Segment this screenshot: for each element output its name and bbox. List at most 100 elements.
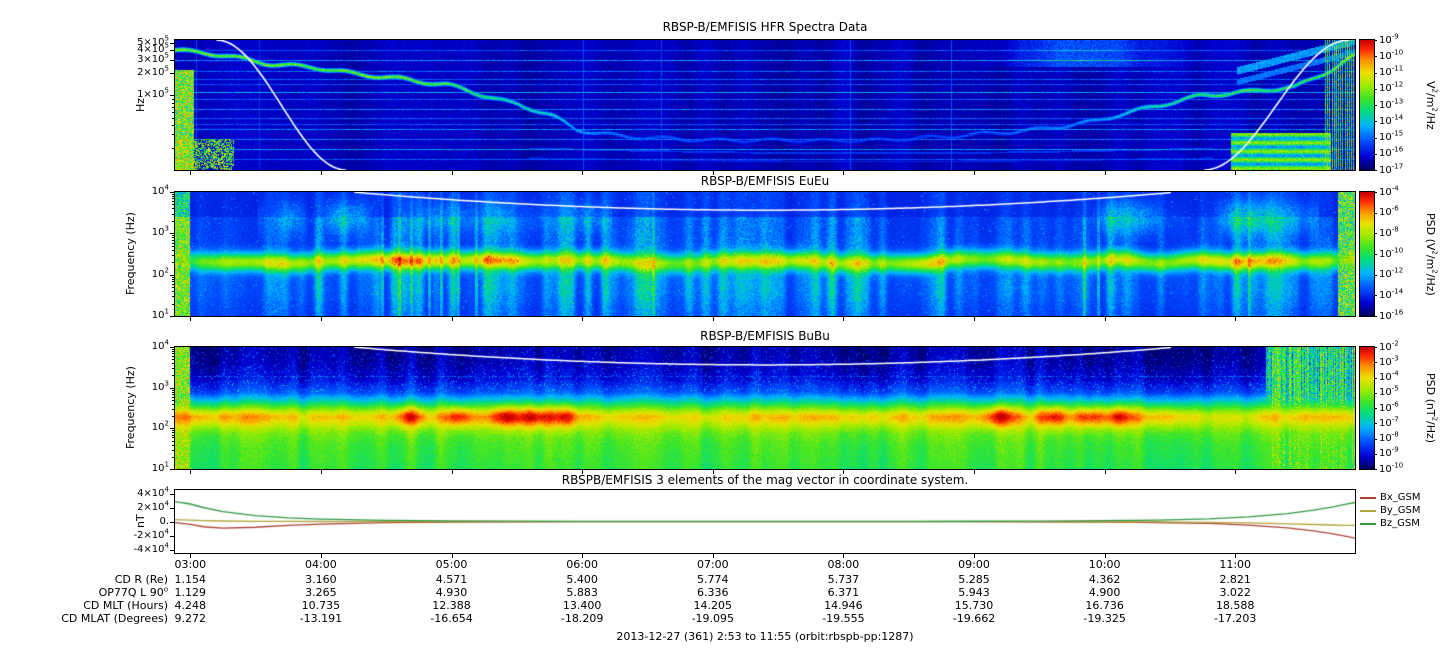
- ephemeris-value: 4.362: [1088, 573, 1121, 586]
- x-tick-label: 04:00: [305, 558, 337, 571]
- ephemeris-value: 4.248: [174, 599, 207, 612]
- colorbar-tick-label: 10-13: [1379, 97, 1404, 111]
- y-tick-label: 5×105: [137, 34, 169, 49]
- colorbar-tick-mark: [1374, 254, 1377, 255]
- colorbar-tick-label: 10-2: [1379, 339, 1399, 353]
- y-tick-mark: [170, 549, 175, 551]
- y-tick-label: 104: [151, 183, 169, 197]
- y-tick-mark: [170, 347, 175, 348]
- y-tick-mark: [170, 95, 175, 97]
- y-minor-tick-mark: [172, 287, 175, 289]
- x-tick-label: 07:00: [696, 558, 729, 571]
- y-tick-label: 101: [151, 307, 169, 321]
- y-minor-tick-mark: [172, 368, 175, 370]
- x-tick-label: 06:00: [566, 558, 598, 571]
- y-tick-mark: [170, 233, 175, 235]
- euu-y-axis-label: Frequency (Hz): [124, 212, 137, 296]
- y-minor-tick-mark: [172, 262, 175, 264]
- x-tick-mark: [582, 317, 584, 321]
- colorbar-tick-mark: [1374, 362, 1377, 364]
- y-minor-tick-mark: [172, 281, 175, 283]
- ephemeris-value: 5.883: [566, 586, 598, 599]
- ephemeris-value: 3.265: [305, 586, 337, 599]
- x-tick-mark: [190, 554, 192, 558]
- y-minor-tick-mark: [172, 111, 175, 113]
- ephemeris-row-label: OP77Q L 90o: [98, 585, 168, 599]
- y-minor-tick-mark: [172, 59, 175, 61]
- x-tick-mark: [712, 554, 714, 558]
- ephemeris-row-label: CD MLAT (Degrees): [61, 612, 168, 625]
- x-tick-mark: [1104, 317, 1106, 321]
- y-minor-tick-mark: [172, 125, 175, 126]
- y-tick-label: 103: [151, 224, 169, 239]
- y-minor-tick-mark: [172, 249, 175, 251]
- ephemeris-value: -19.555: [822, 612, 865, 625]
- y-minor-tick-mark: [172, 239, 175, 241]
- x-tick-label: 10:00: [1088, 558, 1121, 571]
- y-minor-tick-mark: [172, 363, 175, 365]
- x-tick-mark: [843, 470, 845, 474]
- y-minor-tick-mark: [172, 416, 175, 418]
- x-tick-mark: [320, 171, 322, 175]
- ephemeris-value: 5.400: [566, 573, 598, 586]
- x-tick-label: 05:00: [435, 558, 468, 571]
- y-tick-mark: [170, 316, 175, 317]
- by-gsm-line-swatch: [1360, 509, 1376, 512]
- colorbar-tick-mark: [1374, 105, 1377, 106]
- bubu-colorbar: [1359, 346, 1375, 470]
- colorbar-tick-mark: [1374, 137, 1377, 139]
- y-minor-tick-mark: [172, 456, 175, 458]
- colorbar-tick-label: 10-17: [1379, 162, 1404, 176]
- y-minor-tick-mark: [172, 396, 175, 398]
- ephemeris-value: 3.022: [1219, 586, 1251, 599]
- bx-gsm-line-swatch: [1360, 496, 1376, 499]
- x-tick-mark: [451, 171, 453, 175]
- colorbar-tick-label: 10-3: [1379, 354, 1399, 368]
- y-tick-mark: [170, 192, 175, 193]
- euu-colorbar-unit-label: PSD (V2/m2/Hz): [1424, 212, 1439, 296]
- colorbar-tick-mark: [1374, 316, 1377, 317]
- y-tick-label: 1×105: [137, 86, 169, 101]
- y-minor-tick-mark: [172, 213, 175, 215]
- ephemeris-value: 13.400: [562, 599, 602, 612]
- y-minor-tick-mark: [172, 399, 175, 401]
- x-tick-mark: [582, 470, 584, 474]
- x-tick-mark: [1235, 470, 1237, 474]
- y-minor-tick-mark: [172, 356, 175, 357]
- y-minor-tick-mark: [172, 193, 175, 195]
- ephemeris-value: 12.388: [432, 599, 471, 612]
- y-tick-mark: [170, 521, 175, 523]
- colorbar-tick-label: 10-9: [1379, 32, 1399, 46]
- colorbar-tick-mark: [1374, 40, 1377, 41]
- y-tick-label: -2×104: [133, 527, 169, 541]
- bubu-colorbar-unit-label: PSD (nT2/Hz): [1424, 372, 1439, 444]
- ephemeris-value: -13.191: [299, 612, 343, 625]
- y-minor-tick-mark: [172, 434, 175, 436]
- colorbar-tick-label: 10-5: [1379, 384, 1399, 399]
- y-minor-tick-mark: [172, 237, 175, 239]
- colorbar-tick-mark: [1374, 408, 1377, 409]
- y-minor-tick-mark: [172, 106, 175, 108]
- y-tick-mark: [170, 535, 175, 537]
- ephemeris-value: -19.095: [691, 612, 735, 625]
- ephemeris-value: 2.821: [1219, 573, 1251, 586]
- hfr-colorbar: [1359, 39, 1375, 171]
- mag-line-plot: [174, 489, 1356, 554]
- y-tick-label: 4×104: [137, 485, 169, 499]
- legend-item-bx-gsm: Bx_GSM: [1360, 492, 1421, 503]
- y-minor-tick-mark: [172, 359, 175, 361]
- y-minor-tick-mark: [172, 444, 175, 446]
- y-minor-tick-mark: [172, 235, 175, 237]
- colorbar-tick-label: 10-15: [1379, 129, 1404, 143]
- x-tick-mark: [1235, 171, 1237, 175]
- colorbar-tick-mark: [1374, 233, 1377, 235]
- x-tick-label: 09:00: [958, 558, 990, 571]
- bz-gsm-legend-label: Bz_GSM: [1380, 518, 1420, 529]
- bubu-panel-title: RBSP-B/EMFISIS BuBu: [700, 329, 830, 343]
- y-tick-label: 103: [151, 379, 169, 393]
- ephemeris-value: -19.662: [952, 612, 996, 625]
- ephemeris-value: 9.272: [174, 612, 207, 625]
- y-minor-tick-mark: [172, 394, 175, 395]
- x-tick-mark: [712, 317, 714, 321]
- legend-item-by-gsm: By_GSM: [1360, 505, 1421, 516]
